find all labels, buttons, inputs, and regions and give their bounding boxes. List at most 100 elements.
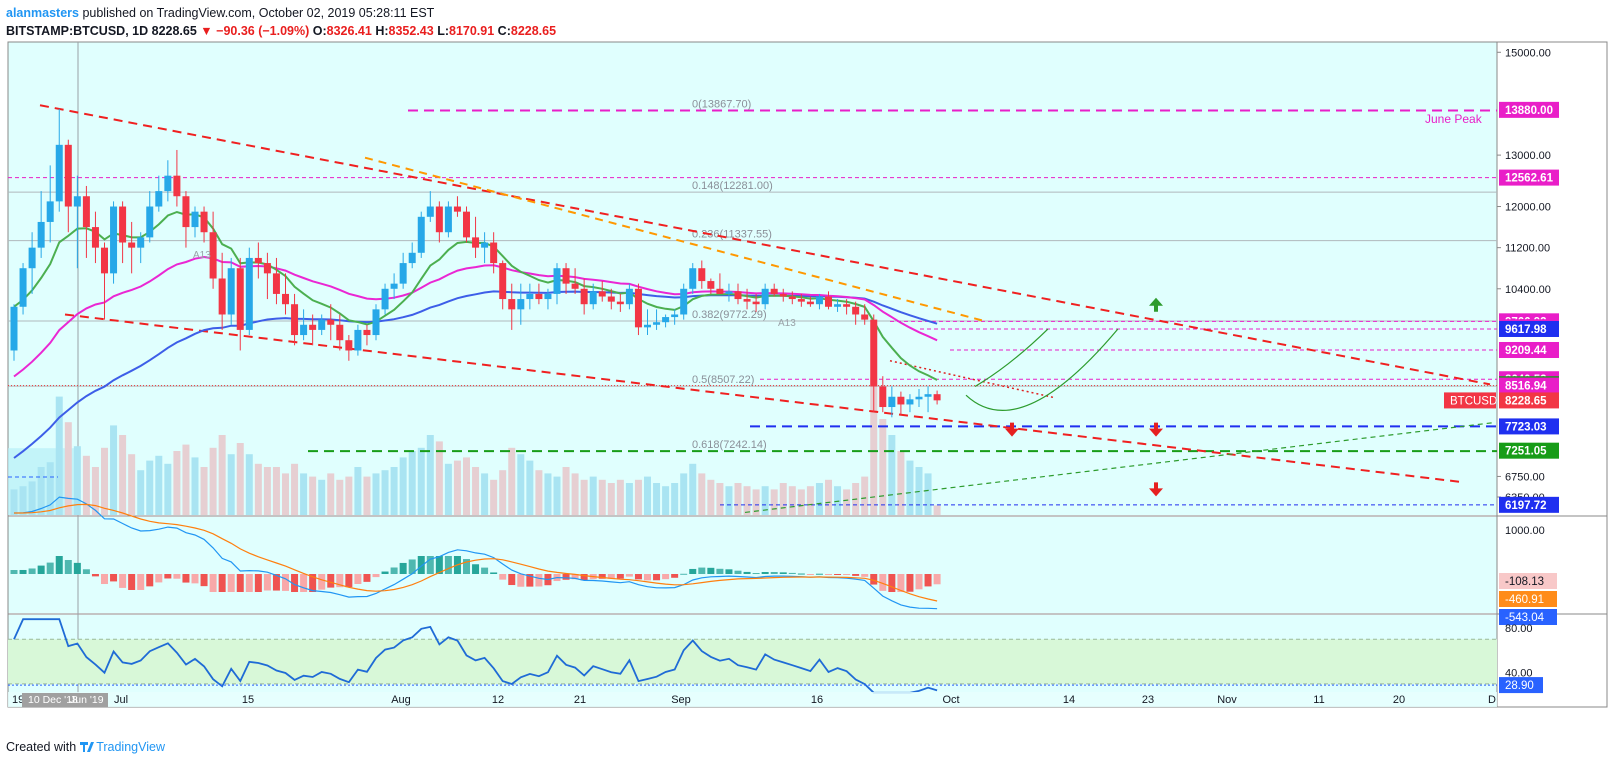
candle-body — [227, 268, 235, 315]
candle-body — [46, 201, 54, 222]
candle-body — [662, 317, 670, 323]
candle-body — [788, 296, 796, 300]
candle-body — [843, 304, 851, 307]
time-axis-background — [8, 692, 1497, 707]
candle-body — [119, 206, 127, 243]
macd-histogram-bar — [110, 574, 118, 582]
macd-histogram-bar — [19, 569, 27, 574]
candle-body — [291, 304, 299, 336]
candle-body — [644, 324, 651, 328]
candle-body — [481, 242, 489, 248]
time-tick-label: 16 — [811, 694, 823, 706]
candle-body — [897, 396, 905, 405]
price-axis-tag-label: 8516.94 — [1505, 381, 1547, 393]
price-tick-label: 12000.00 — [1505, 202, 1551, 214]
candle-body — [73, 196, 81, 207]
macd-histogram-bar — [254, 574, 262, 592]
macd-histogram-bar — [915, 574, 923, 590]
volume-bar — [625, 483, 633, 515]
candle-body — [182, 196, 190, 228]
symbol-label[interactable]: BITSTAMP:BTCUSD, 1D — [6, 24, 149, 38]
volume-bar — [435, 441, 443, 515]
volume-bar — [653, 483, 661, 515]
volume-bar — [797, 489, 805, 515]
volume-bar — [616, 479, 624, 515]
up-arrow-icon — [1149, 297, 1163, 312]
candle-body — [517, 299, 525, 310]
candle-body — [218, 278, 226, 315]
volume-bar — [933, 505, 941, 515]
candle-body — [634, 288, 642, 328]
projection-path-up — [974, 328, 1049, 387]
author-link[interactable]: alanmasters — [6, 6, 79, 20]
volume-bar — [119, 435, 127, 515]
time-tick-label: Sep — [671, 694, 691, 706]
volume-bar — [300, 473, 308, 515]
candle-body — [544, 293, 552, 300]
volume-bar — [390, 467, 398, 515]
macd-histogram-bar — [743, 571, 751, 574]
price-tick-label: 13000.00 — [1505, 150, 1551, 162]
volume-bar — [354, 467, 362, 515]
candle-body — [345, 340, 353, 351]
volume-bar — [761, 486, 769, 515]
candle-body — [191, 211, 199, 228]
chart-canvas[interactable]: 15000.00 13000.00 12000.00 11200.00 10400.00… — [0, 40, 1615, 710]
time-tick-label: 19 — [12, 694, 24, 706]
volume-bar — [526, 460, 534, 515]
macd-histogram-bar — [852, 574, 860, 576]
macd-histogram-bar — [644, 574, 651, 581]
price-tick-label: 6750.00 — [1505, 471, 1545, 483]
macd-histogram-bar — [888, 574, 896, 592]
volume-bar — [291, 463, 299, 515]
time-tick-label: 14 — [1063, 694, 1075, 706]
candle-body — [933, 394, 941, 401]
candle-body — [426, 206, 434, 217]
volume-bar — [318, 479, 326, 515]
macd-histogram-bar — [598, 574, 606, 579]
candle-body — [698, 268, 706, 282]
pattern-label: A13 — [193, 250, 211, 261]
volume-bar — [544, 473, 552, 515]
candle-body — [408, 252, 416, 264]
candle-body — [553, 268, 561, 294]
candle-body — [734, 291, 742, 300]
macd-histogram-bar — [861, 574, 869, 577]
candle-body — [381, 288, 389, 310]
volume-bar — [110, 425, 118, 515]
macd-histogram-bar — [408, 559, 416, 574]
macd-value-tag — [1499, 591, 1557, 607]
tradingview-link[interactable]: TradingView — [96, 740, 165, 754]
volume-bar — [236, 443, 244, 515]
macd-histogram-bar — [444, 556, 452, 574]
volume-bar — [689, 463, 697, 515]
volume-bar — [562, 467, 570, 515]
macd-histogram-bar — [46, 562, 54, 574]
volume-bar — [743, 486, 751, 515]
candle-body — [924, 394, 932, 397]
candle-body — [272, 273, 280, 294]
candle-body — [363, 329, 371, 336]
price-axis-tag-label: 9617.98 — [1505, 324, 1547, 336]
volume-bar — [680, 473, 688, 515]
candle-body — [743, 299, 751, 302]
fib-level-label: 0.382(9772.29) — [692, 309, 767, 321]
macd-histogram-bar — [607, 574, 615, 579]
candle-body — [707, 281, 715, 289]
macd-histogram-bar — [390, 567, 398, 574]
price-tick-label: 10400.00 — [1505, 284, 1551, 296]
macd-histogram-bar — [634, 574, 642, 580]
candle-body — [128, 242, 136, 248]
candle-body — [318, 319, 326, 330]
price-tick-label: 15000.00 — [1505, 47, 1551, 59]
macd-histogram-bar — [209, 574, 217, 592]
candle-body — [770, 288, 778, 294]
macd-histogram-bar — [788, 572, 796, 574]
short-term-trendline — [889, 360, 1056, 399]
time-tick-label: Jul — [114, 694, 128, 706]
macd-histogram-bar — [73, 562, 81, 574]
candle-body — [526, 293, 534, 300]
macd-histogram-bar — [806, 574, 814, 575]
candle-body — [499, 263, 507, 300]
volume-bar — [263, 467, 271, 515]
